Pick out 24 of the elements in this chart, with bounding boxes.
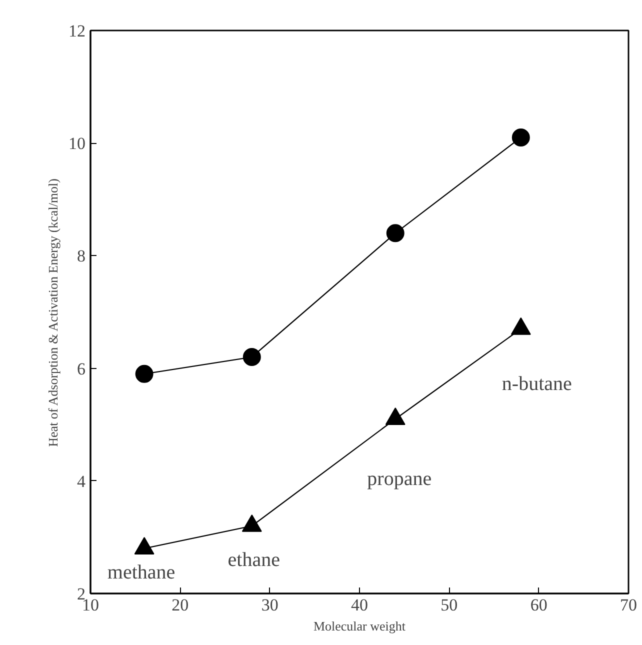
point	[242, 514, 262, 532]
x-tick-label: 30	[261, 596, 278, 614]
y-tick-label: 6	[77, 359, 86, 378]
point	[512, 128, 530, 146]
point	[510, 317, 531, 335]
y-tick-label: 10	[68, 134, 86, 154]
y-tick-label: 12	[68, 22, 86, 40]
y-axis-title: Heat of Adsorption & Activation Energy (kcal/mol)	[46, 178, 60, 447]
point	[385, 408, 406, 425]
y-tick-label: 8	[77, 246, 86, 266]
x-tick-label: 40	[351, 596, 368, 614]
point	[134, 536, 154, 554]
annotation: methane	[107, 561, 176, 584]
x-tick-label: 70	[620, 596, 637, 614]
point	[386, 224, 404, 242]
y-tick-label: 4	[77, 472, 86, 491]
x-tick-label: 20	[172, 596, 189, 614]
x-axis-title: Molecular weight	[313, 618, 406, 634]
annotation: n-butane	[502, 372, 572, 395]
y-tick-label: 2	[77, 584, 86, 604]
x-tick-label: 60	[530, 596, 548, 614]
annotation: propane	[367, 468, 432, 490]
annotation: ethane	[228, 548, 280, 571]
x-tick-label: 50	[440, 596, 458, 614]
